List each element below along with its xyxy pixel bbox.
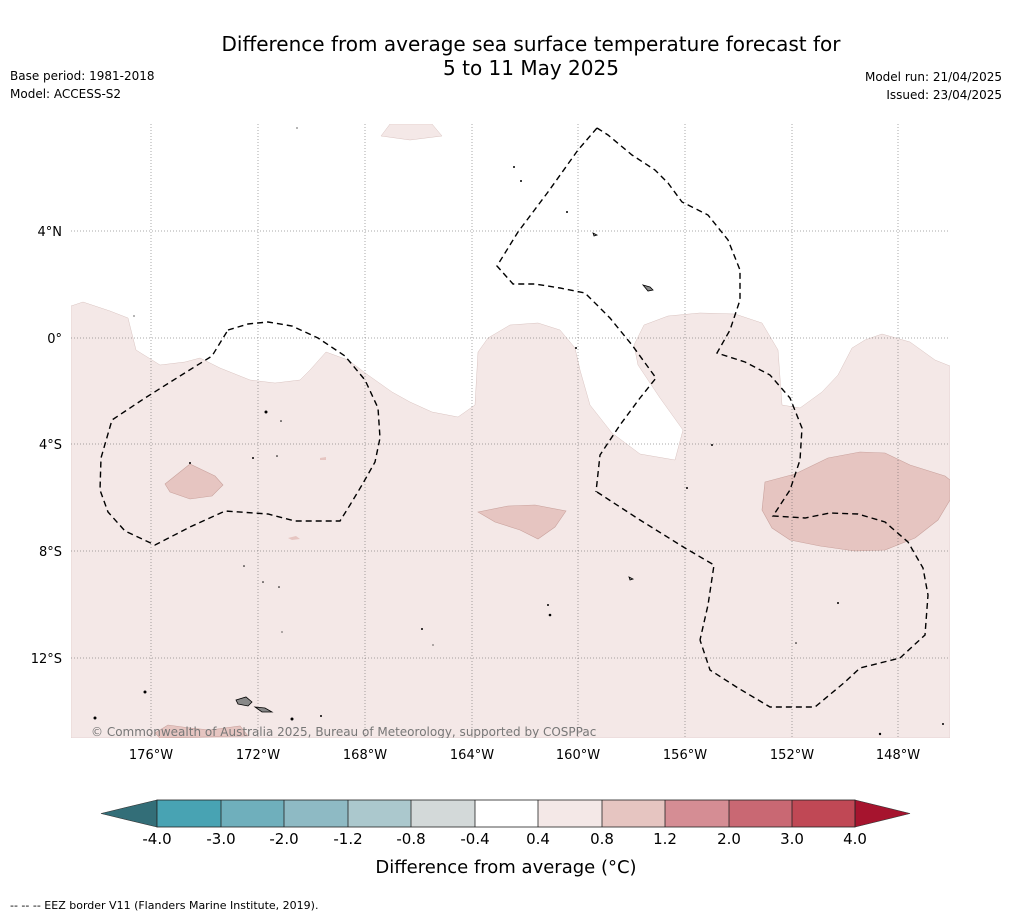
lon-label: 152°W: [770, 748, 814, 763]
colorbar-tick: 1.2: [653, 830, 677, 848]
colorbar-bin: [538, 800, 602, 827]
colorbar-bin: [411, 800, 475, 827]
colorbar-tick: 4.0: [843, 830, 867, 848]
colorbar-tick: -3.0: [206, 830, 235, 848]
eez-footnote: -- -- -- EEZ border V11 (Flanders Marine…: [10, 899, 319, 912]
colorbar-bin: [729, 800, 792, 827]
lat-label: 12°S: [31, 652, 62, 667]
lon-label: 164°W: [450, 748, 494, 763]
colorbar-extend-high: [854, 799, 911, 828]
anomaly-0.8-1.2-south: [154, 724, 249, 738]
eez-border-cook-islands: [596, 491, 715, 641]
map-gridlines: [71, 124, 950, 738]
colorbar-bin: [221, 800, 284, 827]
lat-labels: 4°N 0° 4°S 8°S 12°S: [31, 225, 62, 667]
info-left: Base period: 1981-2018 Model: ACCESS-S2: [10, 67, 155, 103]
island-atoll: [641, 284, 654, 292]
colorbar-tick: -2.0: [269, 830, 298, 848]
lon-label: 176°W: [129, 748, 173, 763]
base-period: Base period: 1981-2018: [10, 69, 155, 83]
colorbar-tick: 3.0: [780, 830, 804, 848]
lon-label: 172°W: [236, 748, 280, 763]
colorbar-tick: -4.0: [142, 830, 171, 848]
lon-label: 156°W: [663, 748, 707, 763]
colorbar-tick: 2.0: [717, 830, 741, 848]
anomaly-dot: [320, 457, 326, 460]
lat-label: 4°S: [39, 438, 62, 453]
colorbar-bin: [602, 800, 665, 827]
copyright-note: © Commonwealth of Australia 2025, Bureau…: [91, 725, 596, 739]
colorbar-label: Difference from average (°C): [375, 857, 636, 878]
colorbar-bin: [792, 800, 855, 827]
lon-label: 148°W: [876, 748, 920, 763]
island-samoa-upolu: [253, 706, 274, 713]
colorbar-tick: -0.4: [460, 830, 489, 848]
title-line-2: 5 to 11 May 2025: [443, 56, 619, 80]
colorbar-bin: [665, 800, 729, 827]
islands: [235, 232, 654, 713]
colorbar-bin: [475, 800, 538, 827]
anomaly-dot: [288, 536, 300, 540]
small-islands: [93, 127, 944, 736]
issued-date: Issued: 23/04/2025: [886, 88, 1002, 102]
anomaly-patch-north: [380, 124, 443, 141]
colorbar-extend-low: [100, 799, 158, 828]
anomaly-0.8-1.2-central: [477, 504, 567, 540]
lon-label: 160°W: [556, 748, 600, 763]
lat-label: 4°N: [38, 225, 63, 240]
island-atoll: [592, 232, 599, 237]
chart-title: Difference from average sea surface temp…: [0, 32, 1011, 80]
eez-borders: [99, 127, 929, 708]
eez-border-kiribati-line: [496, 127, 657, 493]
colorbar-bin: [348, 800, 411, 827]
title-line-1: Difference from average sea surface temp…: [221, 32, 841, 56]
lon-labels: 176°W 172°W 168°W 164°W 160°W 156°W 152°…: [129, 748, 920, 763]
island-samoa-savaii: [235, 696, 253, 707]
info-right: Model run: 21/04/2025 Issued: 23/04/2025: [865, 68, 1002, 104]
lat-label: 8°S: [39, 545, 62, 560]
lat-label: 0°: [47, 332, 62, 347]
anomaly-0.8-1.2-west: [164, 463, 224, 500]
colorbar-tick: 0.4: [526, 830, 550, 848]
model-run: Model run: 21/04/2025: [864, 70, 1002, 84]
colorbar-tick: -1.2: [333, 830, 362, 848]
model-name: Model: ACCESS-S2: [10, 87, 122, 101]
colorbar: -4.0 -3.0 -2.0 -1.2 -0.8 -0.4 0.4 0.8 1.…: [100, 799, 911, 878]
eez-border-kiribati-phoenix: [99, 321, 381, 546]
anomaly-0.8-1.2-east: [761, 451, 950, 552]
island-atoll: [628, 576, 635, 581]
colorbar-tick: -0.8: [396, 830, 425, 848]
colorbar-tick: 0.8: [590, 830, 614, 848]
eez-border-kiribati-line-east: [596, 127, 929, 708]
colorbar-bin: [284, 800, 348, 827]
colorbar-bin: [157, 800, 221, 827]
map-area: © Commonwealth of Australia 2025, Bureau…: [71, 124, 950, 739]
lon-label: 168°W: [343, 748, 387, 763]
